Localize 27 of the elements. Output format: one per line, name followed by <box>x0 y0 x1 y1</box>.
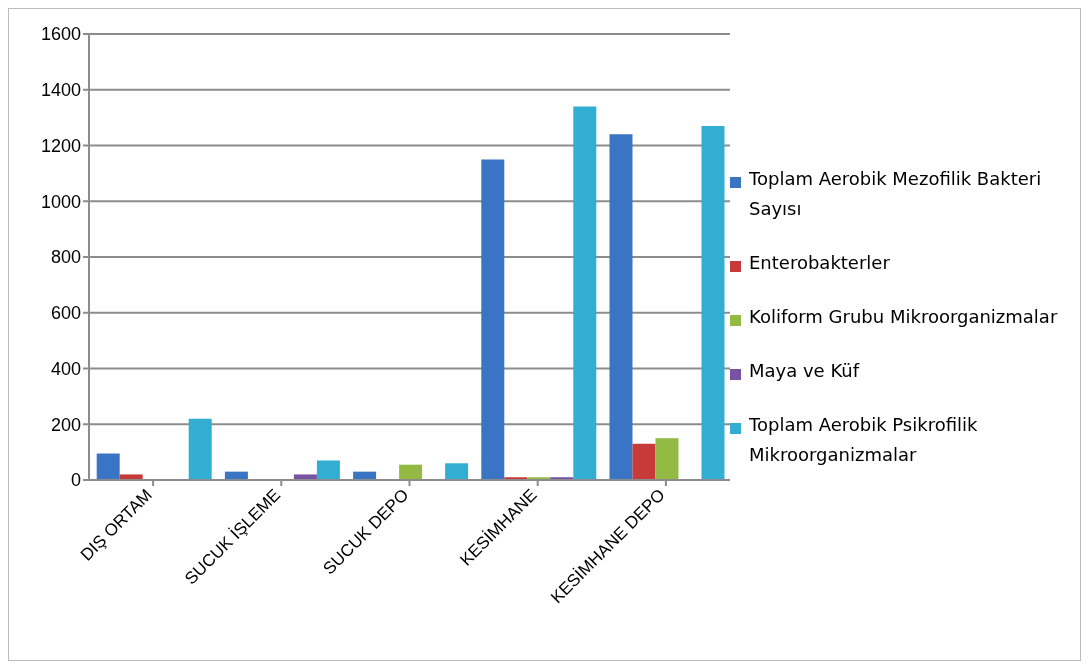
y-tick-label: 1000 <box>40 191 81 212</box>
y-tick-label: 1400 <box>40 80 81 101</box>
bar <box>293 474 317 480</box>
bar <box>399 464 423 480</box>
legend-label: Toplam Aerobik Psikrofilik Mikroorganizmalar <box>749 412 979 467</box>
y-tick-label: 600 <box>50 303 81 324</box>
bar <box>316 460 340 480</box>
bar <box>632 443 656 480</box>
y-tick-label: 400 <box>50 358 81 379</box>
bar <box>655 438 679 480</box>
y-tick-label: 1200 <box>40 135 81 156</box>
legend-label: Koliform Grubu Mikroorganizmalar <box>749 304 1058 329</box>
legend-label: Enterobakterler <box>749 250 890 275</box>
legend-label: Maya ve Küf <box>749 358 860 383</box>
y-tick-label: 1600 <box>40 24 81 45</box>
y-tick-label: 0 <box>70 470 81 491</box>
bar <box>609 134 633 480</box>
bar <box>573 106 597 480</box>
bar <box>188 418 212 480</box>
y-tick-label: 800 <box>50 247 81 268</box>
bar <box>481 159 505 480</box>
bar <box>445 463 469 480</box>
legend-label: Toplam Aerobik Mezofilik Bakteri Sayısı <box>749 166 1043 221</box>
bar <box>119 474 143 480</box>
bar <box>701 125 725 480</box>
bar <box>96 453 120 480</box>
y-tick-label: 200 <box>50 414 81 435</box>
